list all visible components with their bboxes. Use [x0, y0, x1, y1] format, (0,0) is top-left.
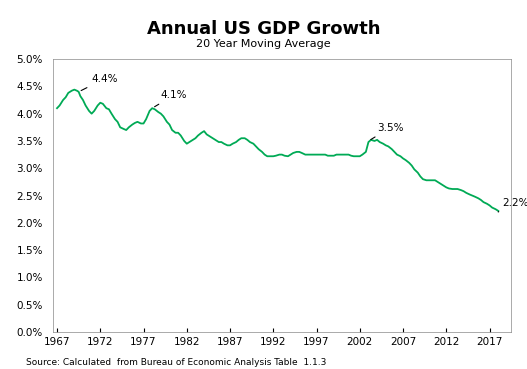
- Text: 4.4%: 4.4%: [81, 73, 118, 90]
- Text: 4.1%: 4.1%: [154, 90, 187, 107]
- Text: Annual US GDP Growth: Annual US GDP Growth: [147, 20, 380, 38]
- Text: Source: Calculated  from Bureau of Economic Analysis Table  1.1.3: Source: Calculated from Bureau of Econom…: [26, 358, 327, 366]
- Text: 20 Year Moving Average: 20 Year Moving Average: [196, 39, 331, 49]
- Text: 3.5%: 3.5%: [371, 123, 404, 139]
- Text: 2.2%: 2.2%: [498, 197, 527, 212]
